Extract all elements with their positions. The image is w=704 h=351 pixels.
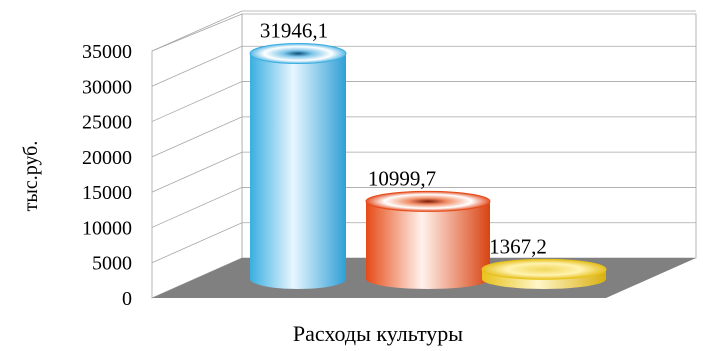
data-label: 1367,2 [489,234,547,258]
gridline [151,222,696,264]
side-wall [151,13,243,299]
cylinder-bar [481,258,607,289]
y-tick-label: 5000 [92,253,132,275]
gridlines [151,10,696,264]
y-tick-label: 30000 [82,76,132,98]
gridline [151,116,696,158]
y-tick-labels: 0 5000 10000 15000 20000 25000 30000 35000 [82,41,132,310]
bars [249,43,607,290]
cylinder-body [250,53,346,290]
data-labels: 31946,1 10999,7 1367,2 [260,19,547,259]
y-tick-label: 25000 [82,112,132,134]
cylinder-bar [365,190,491,289]
gridline [151,151,696,193]
gridline [151,10,696,52]
x-axis-label: Расходы культуры [293,321,463,346]
y-tick-label: 15000 [82,182,132,204]
y-axis-label: тыс.руб. [20,141,42,212]
data-label: 31946,1 [260,19,328,43]
y-tick-label: 0 [122,288,132,310]
gridline [151,187,696,228]
gridline [151,45,696,87]
cylinder-bar [249,43,347,290]
cylinder-top [249,43,347,65]
y-tick-label: 35000 [82,41,132,63]
cylinder-top [481,258,607,280]
cylinder-body [366,201,490,289]
y-tick-label: 10000 [82,217,132,239]
y-tick-label: 20000 [82,147,132,169]
data-label: 10999,7 [368,166,436,190]
gridline [151,81,696,122]
cylinder-top [365,190,491,212]
